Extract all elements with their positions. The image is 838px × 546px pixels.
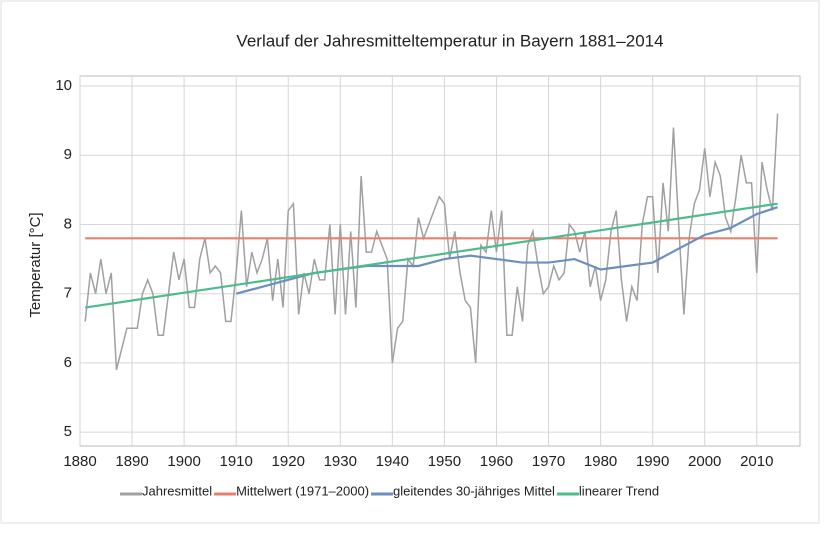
y-tick-label: 9: [64, 146, 72, 163]
x-tick-label: 1970: [532, 453, 565, 470]
x-tick-label: 1980: [584, 453, 617, 470]
legend-label: linearer Trend: [579, 483, 659, 498]
y-tick-label: 6: [64, 354, 72, 371]
x-tick-label: 1890: [115, 453, 148, 470]
x-tick-label: 1950: [428, 453, 461, 470]
legend-label: Jahresmittel: [142, 483, 212, 498]
x-tick-label: 1900: [167, 453, 200, 470]
y-tick-label: 10: [55, 77, 72, 94]
y-axis-label: Temperatur [°C]: [27, 212, 44, 317]
x-tick-label: 1940: [376, 453, 409, 470]
x-tick-label: 1880: [63, 453, 96, 470]
x-tick-label: 2010: [740, 453, 773, 470]
legend-label: gleitendes 30-jähriges Mittel: [393, 483, 555, 498]
y-tick-label: 5: [64, 423, 72, 440]
x-tick-label: 1910: [219, 453, 252, 470]
x-tick-label: 2000: [688, 453, 721, 470]
x-tick-label: 1920: [272, 453, 305, 470]
x-tick-label: 1960: [480, 453, 513, 470]
x-tick-label: 1930: [324, 453, 357, 470]
y-tick-label: 8: [64, 215, 72, 232]
x-tick-label: 1990: [636, 453, 669, 470]
legend-label: Mittelwert (1971–2000): [236, 483, 369, 498]
series-line: [84, 113, 779, 371]
series-line: [85, 202, 778, 309]
y-tick-label: 7: [64, 285, 72, 302]
chart-title: Verlauf der Jahresmitteltemperatur in Ba…: [236, 31, 663, 50]
